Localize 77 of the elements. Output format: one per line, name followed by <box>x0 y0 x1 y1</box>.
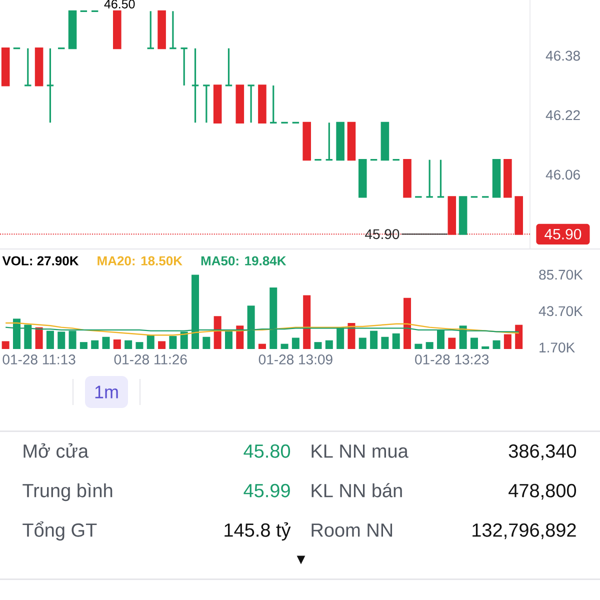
text: KL NN mua <box>312 444 408 458</box>
candlestick <box>325 122 334 161</box>
bar <box>504 334 512 349</box>
x-tick-label: 01-28 13:23 <box>415 354 489 364</box>
bar <box>35 327 43 349</box>
bar <box>202 336 210 349</box>
text: 386,340 <box>508 444 576 460</box>
text: 478,800 <box>508 484 576 500</box>
bar <box>314 342 322 349</box>
candlestick <box>168 10 178 50</box>
candlestick <box>180 48 188 86</box>
x-tick-label: 01-28 13:09 <box>258 354 332 364</box>
text: MA50: 19.84K <box>201 256 286 266</box>
ref-line-label: 45.90 <box>544 228 582 240</box>
candlestick <box>425 159 434 198</box>
candlestick <box>191 48 200 124</box>
candlestick <box>24 48 32 86</box>
bar <box>448 338 456 349</box>
bar <box>414 344 422 349</box>
candlestick <box>269 84 278 124</box>
candlestick <box>202 84 211 124</box>
bar <box>2 341 10 349</box>
y-tick-label: 43.70K <box>538 306 583 316</box>
bar <box>158 341 166 349</box>
text: Trung bình <box>22 483 112 502</box>
candlestick <box>146 10 155 50</box>
bar <box>280 344 288 349</box>
bar <box>236 326 244 349</box>
bar <box>392 333 400 349</box>
bar <box>91 340 99 349</box>
x-tick-label: 01-28 11:26 <box>114 354 187 364</box>
candlestick <box>224 48 233 86</box>
bar <box>482 346 490 349</box>
bar <box>146 335 154 349</box>
bar <box>214 316 222 349</box>
annotation: 45.90 <box>365 229 400 240</box>
bar <box>381 336 389 349</box>
y-tick-label: 46.38 <box>546 50 580 61</box>
y-tick-label: 85.70K <box>539 270 583 280</box>
x-tick-label: 01-28 11:13 <box>2 354 76 364</box>
text: 1m <box>95 386 118 398</box>
text: Tổng GT <box>22 521 97 541</box>
y-tick-label: 1.70K <box>540 342 575 352</box>
bar <box>426 342 434 349</box>
bar <box>348 323 356 349</box>
text: 145.8 tỷ <box>224 522 291 541</box>
candlestick <box>46 48 54 124</box>
text: Room NN <box>312 524 392 537</box>
annotation: 46.50 <box>104 0 135 8</box>
bar <box>325 340 333 349</box>
bar <box>292 338 300 349</box>
text: 132,796,892 <box>472 523 576 540</box>
bar <box>80 342 88 349</box>
bar <box>492 340 500 349</box>
bar <box>470 338 478 349</box>
bar <box>370 330 378 349</box>
legend-title: VOL: 27.90K <box>2 256 79 266</box>
y-tick-label: 46.22 <box>546 110 580 120</box>
text: 45.99 <box>244 484 290 498</box>
bar <box>169 336 177 349</box>
bar <box>113 339 121 349</box>
bar <box>124 340 132 349</box>
y-tick-label: 46.06 <box>546 170 580 180</box>
text: KL NN bán <box>312 483 402 498</box>
bar <box>358 338 366 349</box>
bar <box>515 324 523 349</box>
text: 45.80 <box>244 444 290 458</box>
text: Mở cửa <box>24 443 89 458</box>
candlestick <box>436 159 445 198</box>
bar <box>303 295 311 349</box>
text: ▼ <box>296 556 306 564</box>
candlestick <box>246 84 256 124</box>
text: MA20: 18.50K <box>98 256 182 266</box>
bar <box>404 298 412 349</box>
bar <box>102 336 110 349</box>
bar <box>258 344 266 349</box>
bar <box>136 342 144 349</box>
